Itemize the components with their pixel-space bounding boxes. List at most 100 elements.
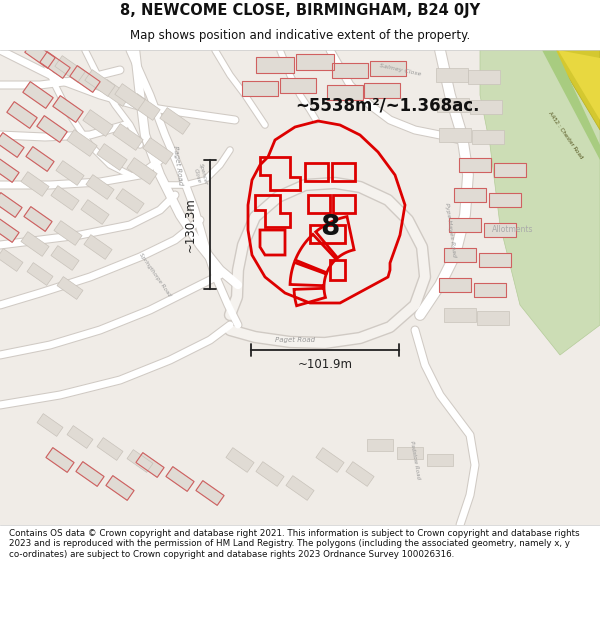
Bar [21, 232, 49, 256]
Bar [24, 207, 52, 231]
Bar [84, 234, 112, 259]
Bar [53, 96, 83, 122]
Bar [37, 414, 63, 436]
Bar [26, 147, 54, 171]
Bar [53, 96, 83, 122]
Bar [57, 277, 83, 299]
Bar [489, 193, 521, 207]
Bar [436, 68, 468, 82]
Bar [242, 81, 278, 96]
Bar [40, 52, 70, 78]
Bar [106, 476, 134, 501]
Text: Pype Hayes Road: Pype Hayes Road [443, 202, 457, 258]
Bar [454, 188, 486, 202]
Bar [76, 462, 104, 486]
Bar [437, 98, 469, 112]
Bar [76, 462, 104, 486]
Bar [256, 462, 284, 486]
Bar [166, 467, 194, 491]
Polygon shape [552, 50, 600, 130]
Bar [51, 246, 79, 271]
Text: Salmey Close: Salmey Close [379, 63, 421, 77]
Bar [439, 278, 471, 292]
Text: Map shows position and indicative extent of the property.: Map shows position and indicative extent… [130, 29, 470, 42]
Text: Padstow Road: Padstow Road [409, 441, 421, 479]
Bar [136, 452, 164, 478]
Bar [25, 42, 55, 68]
Bar [484, 223, 516, 237]
Text: Springthorpe Road: Springthorpe Road [138, 253, 172, 298]
Bar [56, 161, 84, 186]
Bar [474, 283, 506, 297]
Text: ~101.9m: ~101.9m [298, 359, 353, 371]
Bar [115, 84, 145, 111]
Bar [479, 253, 511, 267]
Bar [484, 223, 516, 237]
Bar [24, 207, 52, 231]
Bar [364, 82, 400, 98]
Bar [25, 42, 55, 68]
Bar [286, 476, 314, 501]
Bar [280, 78, 316, 92]
Bar [116, 189, 144, 213]
Bar [196, 481, 224, 506]
Bar [97, 438, 123, 461]
Bar [0, 132, 24, 158]
Bar [85, 69, 115, 96]
Bar [470, 100, 502, 114]
Polygon shape [480, 50, 600, 355]
Bar [51, 186, 79, 211]
Bar [26, 147, 54, 171]
Bar [449, 218, 481, 232]
Bar [494, 163, 526, 177]
Bar [370, 61, 406, 76]
Bar [81, 199, 109, 224]
Bar [494, 163, 526, 177]
Bar [70, 66, 100, 92]
Bar [296, 54, 334, 70]
Bar [127, 158, 157, 184]
Text: Paget Road: Paget Road [172, 145, 184, 185]
Bar [143, 138, 173, 164]
Text: 8: 8 [320, 213, 340, 241]
Bar [346, 462, 374, 486]
Bar [0, 158, 19, 182]
Bar [332, 62, 368, 78]
Bar [130, 94, 160, 121]
Bar [55, 56, 85, 82]
Bar [23, 82, 53, 108]
Bar [454, 188, 486, 202]
Bar [83, 109, 113, 136]
Bar [166, 467, 194, 491]
Bar [370, 61, 406, 76]
Bar [67, 426, 93, 448]
Bar [444, 248, 476, 262]
Bar [226, 448, 254, 472]
Bar [40, 52, 70, 78]
Bar [489, 193, 521, 207]
Bar [332, 62, 368, 78]
Bar [459, 158, 491, 172]
Bar [97, 144, 127, 171]
Text: Spencer
Close: Spencer Close [192, 162, 208, 188]
Bar [127, 449, 153, 472]
Bar [7, 102, 37, 128]
Bar [468, 70, 500, 84]
Bar [472, 130, 504, 144]
Bar [256, 57, 294, 73]
Bar [0, 192, 22, 218]
Bar [427, 454, 453, 466]
Bar [23, 82, 53, 108]
Bar [477, 311, 509, 325]
Bar [0, 217, 19, 242]
Bar [70, 66, 100, 92]
Bar [449, 218, 481, 232]
Bar [37, 116, 67, 142]
Bar [327, 84, 363, 99]
Bar [27, 262, 53, 286]
Bar [113, 124, 143, 151]
Bar [444, 308, 476, 322]
Bar [21, 172, 49, 196]
Bar [459, 158, 491, 172]
Bar [327, 84, 363, 99]
